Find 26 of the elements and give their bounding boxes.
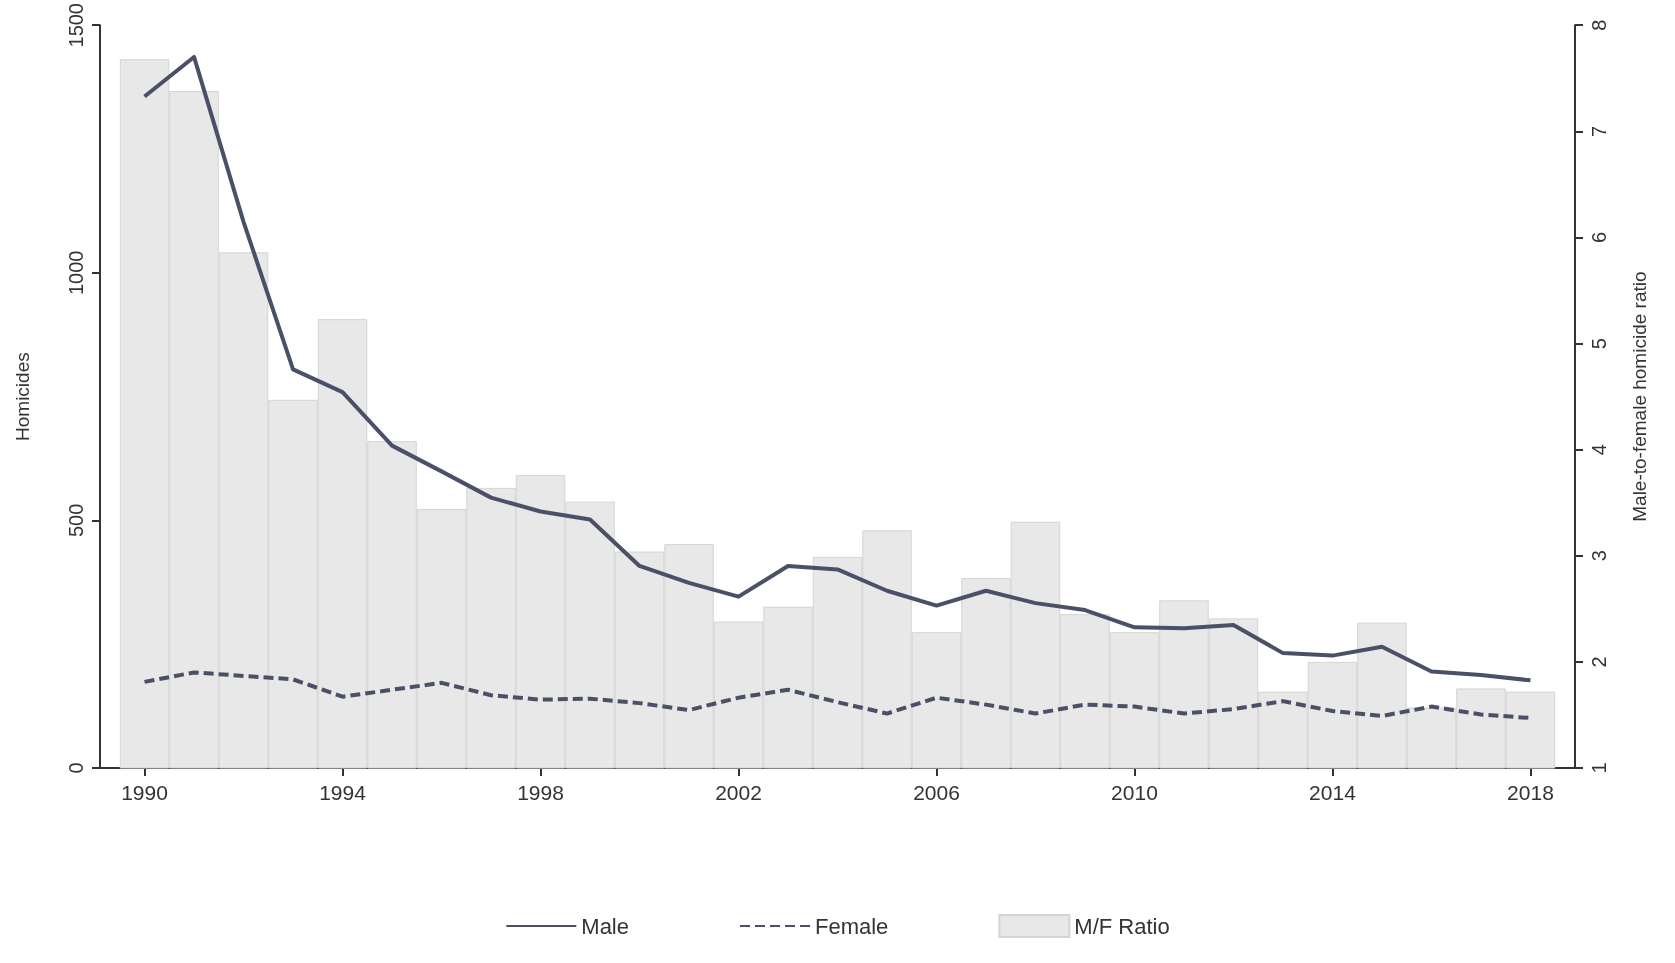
y2-tick-label: 5 <box>1588 338 1610 350</box>
y2-tick-label: 7 <box>1588 125 1610 137</box>
y2-tick-label: 2 <box>1588 656 1610 668</box>
y2-axis-title: Male-to-female homicide ratio <box>1629 271 1650 522</box>
y-tick-label: 500 <box>65 503 87 538</box>
legend-label: M/F Ratio <box>1074 913 1170 939</box>
x-tick-label: 2010 <box>1111 781 1158 804</box>
y2-tick-label: 3 <box>1588 550 1610 562</box>
x-tick-label: 1998 <box>517 781 564 804</box>
x-tick-label: 2002 <box>715 781 762 804</box>
y-axis-title: Homicides <box>12 352 33 441</box>
y2-tick-label: 8 <box>1588 19 1610 31</box>
y-tick-label: 0 <box>65 762 87 774</box>
y-tick-label: 1000 <box>65 250 87 296</box>
legend-label: Male <box>581 913 629 939</box>
y2-tick-label: 1 <box>1588 762 1610 774</box>
y2-tick-label: 6 <box>1588 231 1610 244</box>
x-tick-label: 1994 <box>319 781 367 804</box>
x-tick-label: 1990 <box>121 781 168 804</box>
x-tick-label: 2014 <box>1309 781 1357 804</box>
x-tick-label: 2006 <box>913 781 960 804</box>
x-tick-label: 2018 <box>1507 781 1554 804</box>
line-series <box>142 54 1533 683</box>
y-tick-label: 1500 <box>65 3 87 48</box>
y2-tick-label: 4 <box>1588 444 1610 456</box>
legend-label: Female <box>814 913 889 939</box>
